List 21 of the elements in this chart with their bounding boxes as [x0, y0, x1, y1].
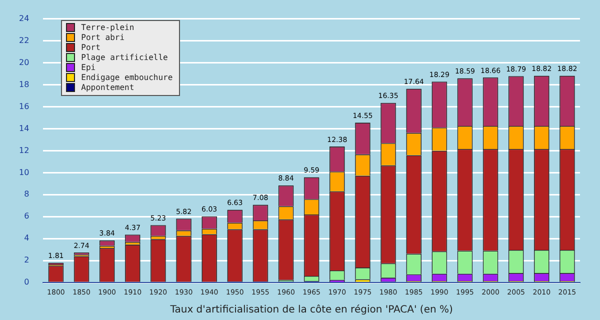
legend-label: Port	[81, 42, 100, 53]
y-tick-label: 6	[24, 212, 30, 221]
y-tick-label: 20	[18, 58, 30, 67]
y-tick-label: 18	[18, 80, 30, 89]
legend-label: Port abri	[81, 32, 125, 43]
y-tick-label: 12	[18, 146, 30, 155]
x-axis-title: Taux d'artificialisation de la côte en région 'PACA' (en %)	[169, 304, 453, 316]
y-tick-label: 8	[24, 190, 30, 199]
legend-label: Terre-plein	[81, 22, 134, 33]
y-tick-label: 0	[24, 278, 30, 287]
legend-label: Endigage embouchure	[81, 72, 173, 83]
y-tick-label: 16	[18, 102, 30, 111]
y-tick-label: 4	[24, 234, 30, 243]
y-tick-label: 10	[18, 168, 30, 177]
legend-label: Epi	[81, 62, 96, 73]
legend-label: Plage artificielle	[81, 52, 168, 63]
y-tick-label: 14	[18, 124, 30, 133]
y-tick-label: 24	[18, 14, 30, 23]
y-tick-label: 22	[18, 36, 30, 45]
y-tick-label: 2	[24, 256, 30, 265]
legend-label: Appontement	[81, 82, 134, 93]
